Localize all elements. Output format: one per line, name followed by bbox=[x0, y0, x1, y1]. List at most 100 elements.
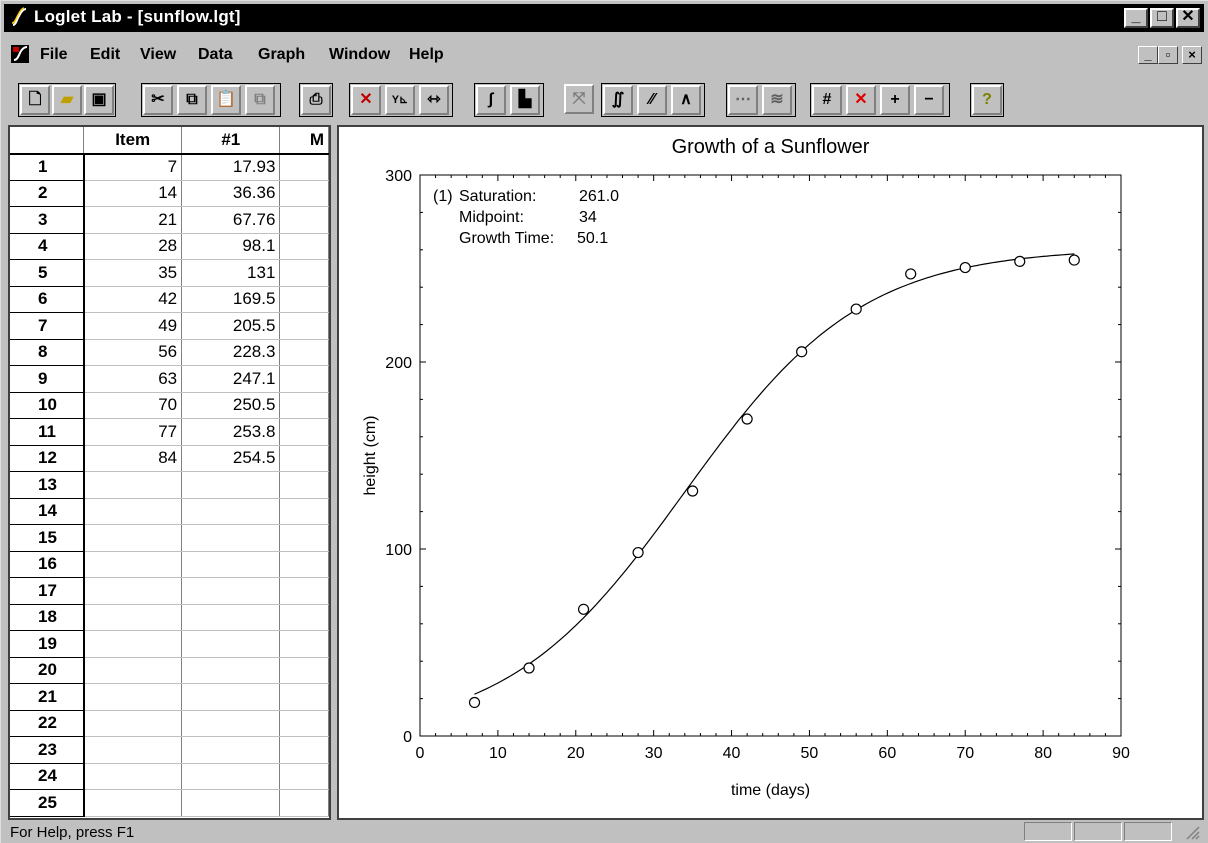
mdi-restore-button[interactable]: ▫ bbox=[1158, 46, 1178, 64]
fill-button[interactable]: ▙ bbox=[510, 85, 540, 115]
row-header[interactable]: 4 bbox=[10, 233, 85, 260]
resize-grip-icon[interactable] bbox=[1184, 824, 1200, 840]
chart-pane[interactable]: Growth of a Sunflower time (days) height (… bbox=[337, 125, 1204, 820]
cell-m[interactable] bbox=[279, 445, 329, 472]
cell-item[interactable] bbox=[83, 789, 183, 817]
cell-m[interactable] bbox=[279, 630, 329, 658]
cell-item[interactable] bbox=[83, 577, 183, 605]
menu-graph[interactable]: Graph bbox=[258, 46, 306, 63]
row-header[interactable]: 12 bbox=[10, 445, 85, 472]
row-header[interactable]: 2 bbox=[10, 180, 85, 207]
cell-item[interactable]: 14 bbox=[83, 180, 183, 207]
cell-value[interactable] bbox=[181, 736, 281, 764]
cell-item[interactable]: 56 bbox=[83, 339, 183, 366]
cell-m[interactable] bbox=[279, 206, 329, 234]
cell-m[interactable] bbox=[279, 259, 329, 287]
data-grid-pane[interactable]: Item #1 M 1 7 17.93 2 14 36.36 3 21 67.76 4 28 98.1… bbox=[8, 125, 331, 820]
cell-item[interactable] bbox=[83, 736, 183, 764]
remove-button[interactable]: − bbox=[914, 85, 944, 115]
cell-m[interactable] bbox=[279, 392, 329, 419]
row-header[interactable]: 1 bbox=[10, 153, 85, 181]
cell-value[interactable] bbox=[181, 683, 281, 711]
menu-data[interactable]: Data bbox=[198, 46, 233, 63]
cell-m[interactable] bbox=[279, 577, 329, 605]
column-header-item[interactable]: Item bbox=[83, 127, 183, 155]
row-header[interactable]: 19 bbox=[10, 630, 85, 658]
cell-value[interactable] bbox=[181, 604, 281, 631]
row-header[interactable]: 9 bbox=[10, 365, 85, 393]
cell-value[interactable] bbox=[181, 657, 281, 684]
new-button[interactable]: 🗋 bbox=[20, 85, 50, 115]
duplicate-button[interactable]: ⧉ bbox=[245, 85, 275, 115]
cell-item[interactable] bbox=[83, 498, 183, 525]
cell-value[interactable] bbox=[181, 710, 281, 737]
save-button[interactable]: ▣ bbox=[84, 85, 114, 115]
slash-button[interactable]: # bbox=[812, 85, 842, 115]
mdi-close-button[interactable]: × bbox=[1182, 46, 1202, 64]
menu-window[interactable]: Window bbox=[329, 46, 391, 63]
cell-value[interactable] bbox=[181, 551, 281, 578]
cell-item[interactable] bbox=[83, 763, 183, 790]
menu-help[interactable]: Help bbox=[409, 46, 444, 63]
cell-value[interactable]: 205.5 bbox=[181, 312, 281, 340]
cell-value[interactable] bbox=[181, 471, 281, 499]
cell-m[interactable] bbox=[279, 339, 329, 366]
row-header[interactable]: 8 bbox=[10, 339, 85, 366]
cell-item[interactable]: 28 bbox=[83, 233, 183, 260]
cell-m[interactable] bbox=[279, 524, 329, 552]
row-header[interactable]: 10 bbox=[10, 392, 85, 419]
cell-m[interactable] bbox=[279, 312, 329, 340]
menu-view[interactable]: View bbox=[140, 46, 177, 63]
line-button[interactable]: ⁄⁄ bbox=[637, 85, 667, 115]
row-header[interactable]: 15 bbox=[10, 524, 85, 552]
xy-axis-button[interactable]: Y⊾ bbox=[385, 85, 415, 115]
row-header[interactable]: 23 bbox=[10, 736, 85, 764]
row-header[interactable]: 7 bbox=[10, 312, 85, 340]
copy-button[interactable]: ⧉ bbox=[177, 85, 207, 115]
bi-logistic-button[interactable]: ∬ bbox=[603, 85, 633, 115]
cell-m[interactable] bbox=[279, 286, 329, 313]
cell-item[interactable]: 35 bbox=[83, 259, 183, 287]
row-header[interactable]: 17 bbox=[10, 577, 85, 605]
cell-item[interactable] bbox=[83, 630, 183, 658]
cell-value[interactable] bbox=[181, 498, 281, 525]
cell-value[interactable] bbox=[181, 524, 281, 552]
cell-value[interactable] bbox=[181, 763, 281, 790]
cell-item[interactable]: 42 bbox=[83, 286, 183, 313]
cell-item[interactable]: 77 bbox=[83, 418, 183, 446]
row-header[interactable]: 11 bbox=[10, 418, 85, 446]
cell-value[interactable]: 36.36 bbox=[181, 180, 281, 207]
maximize-button[interactable]: □ bbox=[1150, 8, 1174, 28]
cell-m[interactable] bbox=[279, 683, 329, 711]
logistic-curve-button[interactable]: ∫ bbox=[476, 85, 506, 115]
column-header-1[interactable]: #1 bbox=[181, 127, 281, 155]
cell-m[interactable] bbox=[279, 763, 329, 790]
cell-item[interactable] bbox=[83, 683, 183, 711]
row-header[interactable]: 25 bbox=[10, 789, 85, 817]
cell-value[interactable]: 247.1 bbox=[181, 365, 281, 393]
cell-item[interactable]: 7 bbox=[83, 153, 183, 181]
cell-item[interactable] bbox=[83, 471, 183, 499]
row-header[interactable]: 5 bbox=[10, 259, 85, 287]
cell-value[interactable]: 250.5 bbox=[181, 392, 281, 419]
row-header[interactable]: 3 bbox=[10, 206, 85, 234]
cell-value[interactable]: 253.8 bbox=[181, 418, 281, 446]
cell-m[interactable] bbox=[279, 604, 329, 631]
cell-m[interactable] bbox=[279, 180, 329, 207]
cell-value[interactable]: 254.5 bbox=[181, 445, 281, 472]
minimize-button[interactable]: _ bbox=[1124, 8, 1148, 28]
print-button[interactable]: ⎙ bbox=[301, 85, 331, 115]
mdi-minimize-button[interactable]: _ bbox=[1138, 46, 1158, 64]
add-button[interactable]: + bbox=[880, 85, 910, 115]
cell-item[interactable] bbox=[83, 657, 183, 684]
cut-button[interactable]: ✂ bbox=[143, 85, 173, 115]
close-button[interactable]: ✕ bbox=[1176, 8, 1200, 28]
open-button[interactable]: ▰ bbox=[52, 85, 82, 115]
cell-item[interactable]: 21 bbox=[83, 206, 183, 234]
cell-value[interactable]: 131 bbox=[181, 259, 281, 287]
row-header[interactable]: 21 bbox=[10, 683, 85, 711]
cell-item[interactable] bbox=[83, 604, 183, 631]
cell-m[interactable] bbox=[279, 418, 329, 446]
scatter-button[interactable]: ✕ bbox=[351, 85, 381, 115]
column-header-m[interactable]: M bbox=[279, 127, 329, 155]
